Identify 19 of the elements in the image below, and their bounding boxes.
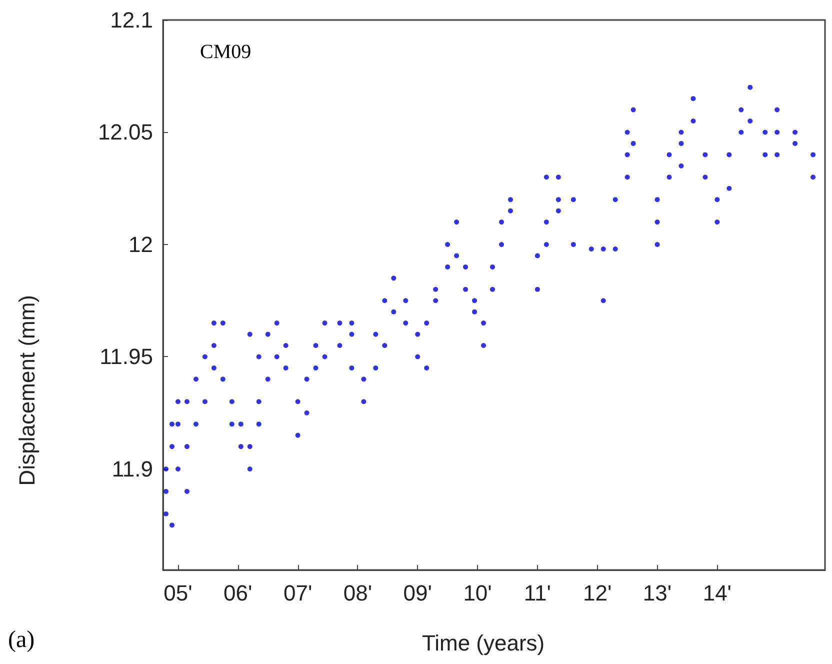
y-axis-title: Displacement (mm) bbox=[14, 294, 40, 486]
x-tick-label: 14' bbox=[702, 580, 732, 606]
x-tick-label: 09' bbox=[403, 580, 432, 606]
y-tick-label: 12.05 bbox=[98, 120, 153, 145]
x-tick-label: 08' bbox=[343, 580, 372, 606]
x-tick-label: 07' bbox=[283, 580, 312, 606]
x-tick-label: 05' bbox=[164, 580, 192, 606]
x-tick-label: 12' bbox=[583, 580, 612, 606]
x-axis-title: Time (years) bbox=[422, 630, 545, 656]
x-tick-label: 13' bbox=[642, 580, 672, 606]
annotation: CM09 bbox=[200, 41, 252, 63]
text: (a) bbox=[8, 627, 35, 653]
y-tick-label: 11.95 bbox=[100, 344, 153, 370]
y-tick-label: 12 bbox=[128, 232, 153, 257]
x-tick-label: 10' bbox=[463, 580, 492, 606]
x-tick-label: 06' bbox=[224, 580, 252, 606]
y-tick-label: 12.1 bbox=[110, 8, 153, 32]
y-tick-label: 11.9 bbox=[112, 456, 153, 482]
x-tick-label: 11' bbox=[524, 580, 551, 606]
